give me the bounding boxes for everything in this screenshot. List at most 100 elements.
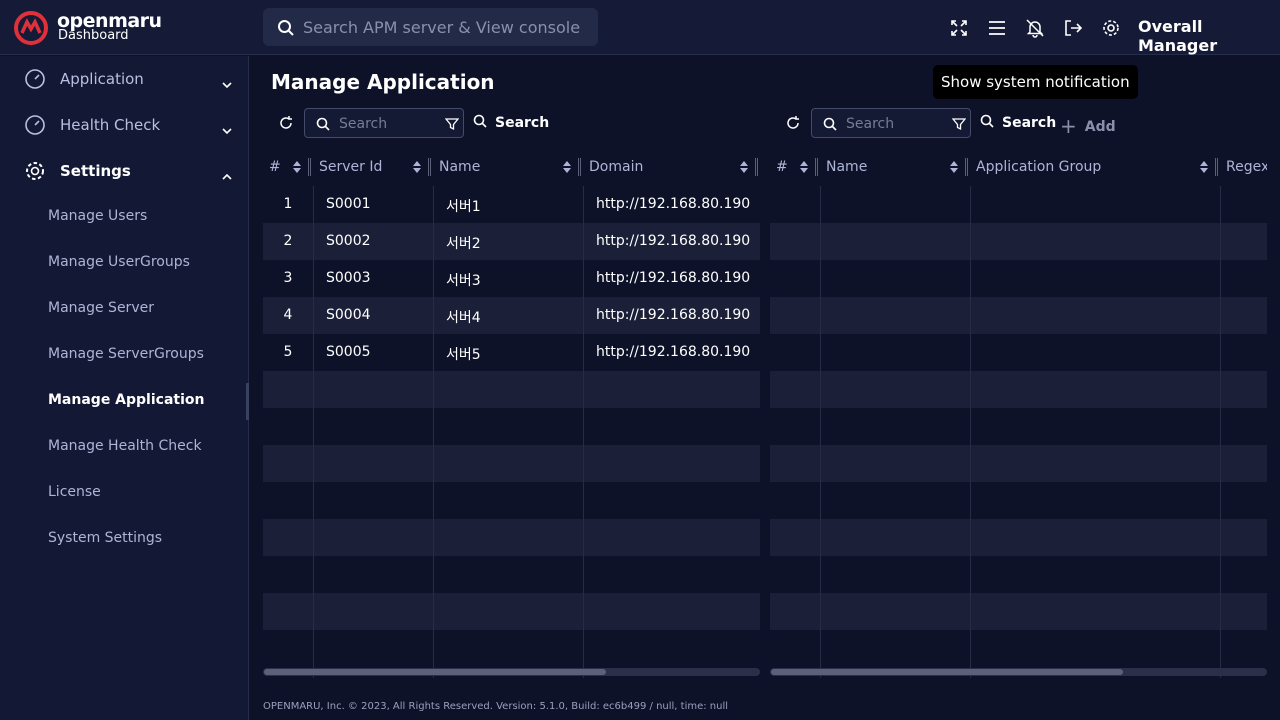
filter-icon[interactable]: [951, 116, 967, 135]
column-header[interactable]: Regex: [1220, 148, 1267, 186]
logo-text[interactable]: openmaru: [57, 10, 162, 32]
empty-cell: [313, 371, 433, 408]
empty-cell: [770, 408, 820, 445]
sort-icon[interactable]: [293, 161, 301, 177]
column-header[interactable]: #: [263, 148, 313, 186]
empty-cell: [770, 482, 820, 519]
scrollbar-thumb[interactable]: [264, 669, 606, 675]
empty-cell: [1220, 593, 1267, 630]
column-header[interactable]: Domain: [583, 148, 760, 186]
table-row[interactable]: 5 S0005 서버5 http://192.168.80.190: [263, 334, 760, 371]
table-search[interactable]: Search: [304, 108, 464, 138]
search-button-label: Search: [1002, 115, 1057, 131]
empty-cell: [770, 593, 820, 630]
nav-group[interactable]: Application: [24, 68, 239, 92]
nav-group-label: Health Check: [60, 116, 161, 134]
column-resizer: [755, 158, 758, 176]
table-row: [770, 186, 1267, 223]
table-cell: http://192.168.80.190: [583, 186, 760, 223]
empty-cell: [313, 556, 433, 593]
logo-icon[interactable]: [14, 11, 48, 45]
column-resizer: [815, 158, 818, 176]
table-cell: S0003: [313, 260, 433, 297]
data-table: # Name Application Group Regex: [770, 148, 1267, 678]
table-row: [263, 371, 760, 408]
nav-item[interactable]: Manage ServerGroups: [48, 346, 204, 362]
empty-cell: [820, 445, 970, 482]
refresh-button[interactable]: [278, 115, 294, 135]
data-table: 1 S0001 서버1 http://192.168.80.190 2 S0002 서버2 h…: [263, 148, 760, 678]
empty-cell: [313, 445, 433, 482]
table-row[interactable]: 4 S0004 서버4 http://192.168.80.190: [263, 297, 760, 334]
fullscreen-button[interactable]: [949, 18, 969, 38]
nav-item[interactable]: Manage Server: [48, 300, 154, 316]
sort-icon[interactable]: [563, 161, 571, 177]
filter-icon[interactable]: [444, 116, 460, 135]
notification-button[interactable]: [1025, 18, 1045, 38]
table-row: [770, 556, 1267, 593]
settings-icon: [24, 160, 46, 186]
column-header[interactable]: Application Group: [970, 148, 1220, 186]
column-resizer: [578, 158, 581, 176]
logout-button[interactable]: [1063, 18, 1083, 38]
table-row[interactable]: 1 S0001 서버1 http://192.168.80.190: [263, 186, 760, 223]
nav-item[interactable]: License: [48, 484, 101, 500]
nav-item[interactable]: Manage Health Check: [48, 438, 202, 454]
refresh-button[interactable]: [785, 115, 801, 135]
chevron: [221, 167, 233, 185]
table-row: [770, 223, 1267, 260]
column-header[interactable]: Server Id: [313, 148, 433, 186]
table-cell: 서버2: [433, 223, 583, 260]
column-header[interactable]: Name: [820, 148, 970, 186]
horizontal-scrollbar[interactable]: [770, 668, 1267, 676]
sort-icon[interactable]: [950, 161, 958, 177]
nav-group-label: Application: [60, 70, 144, 88]
settings-button[interactable]: [1101, 18, 1121, 38]
table-row: [263, 482, 760, 519]
menu-button[interactable]: [987, 18, 1007, 38]
empty-cell: [313, 408, 433, 445]
nav-item[interactable]: Manage Users: [48, 208, 148, 224]
table-search[interactable]: Search: [811, 108, 971, 138]
add-button[interactable]: + Add: [1060, 114, 1116, 138]
empty-cell: [433, 482, 583, 519]
empty-cell: [970, 371, 1220, 408]
column-divider: [583, 186, 584, 678]
nav-item[interactable]: System Settings: [48, 530, 163, 546]
empty-cell: [970, 186, 1220, 223]
nav-item[interactable]: Manage UserGroups: [48, 254, 190, 270]
nav-group[interactable]: Settings: [24, 160, 239, 184]
sort-icon[interactable]: [740, 161, 748, 177]
column-divider: [1220, 186, 1221, 678]
sort-icon[interactable]: [800, 161, 808, 177]
empty-cell: [263, 408, 313, 445]
column-header-label: Application Group: [976, 159, 1102, 175]
empty-cell: [970, 223, 1220, 260]
search-button[interactable]: Search: [473, 114, 549, 131]
empty-cell: [820, 371, 970, 408]
empty-cell: [820, 186, 970, 223]
column-header[interactable]: #: [770, 148, 820, 186]
nav-group[interactable]: Health Check: [24, 114, 239, 138]
search-button[interactable]: Search: [980, 114, 1056, 131]
column-header[interactable]: Name: [433, 148, 583, 186]
sort-icon[interactable]: [413, 161, 421, 177]
table-row[interactable]: 2 S0002 서버2 http://192.168.80.190: [263, 223, 760, 260]
column-header-label: Server Id: [319, 159, 383, 175]
scrollbar-thumb[interactable]: [771, 669, 1123, 675]
empty-cell: [1220, 223, 1267, 260]
global-search[interactable]: Search APM server & View console: [263, 8, 598, 46]
table-row[interactable]: 3 S0003 서버3 http://192.168.80.190: [263, 260, 760, 297]
empty-cell: [583, 593, 760, 630]
user-name[interactable]: Overall Manager: [1138, 17, 1218, 55]
empty-cell: [1220, 482, 1267, 519]
empty-cell: [820, 482, 970, 519]
sidebar: [0, 56, 249, 720]
search-icon: [823, 116, 837, 135]
horizontal-scrollbar[interactable]: [263, 668, 760, 676]
empty-cell: [970, 482, 1220, 519]
sort-icon[interactable]: [1200, 161, 1208, 177]
empty-cell: [770, 260, 820, 297]
nav-item[interactable]: Manage Application: [48, 392, 205, 408]
empty-cell: [1220, 556, 1267, 593]
